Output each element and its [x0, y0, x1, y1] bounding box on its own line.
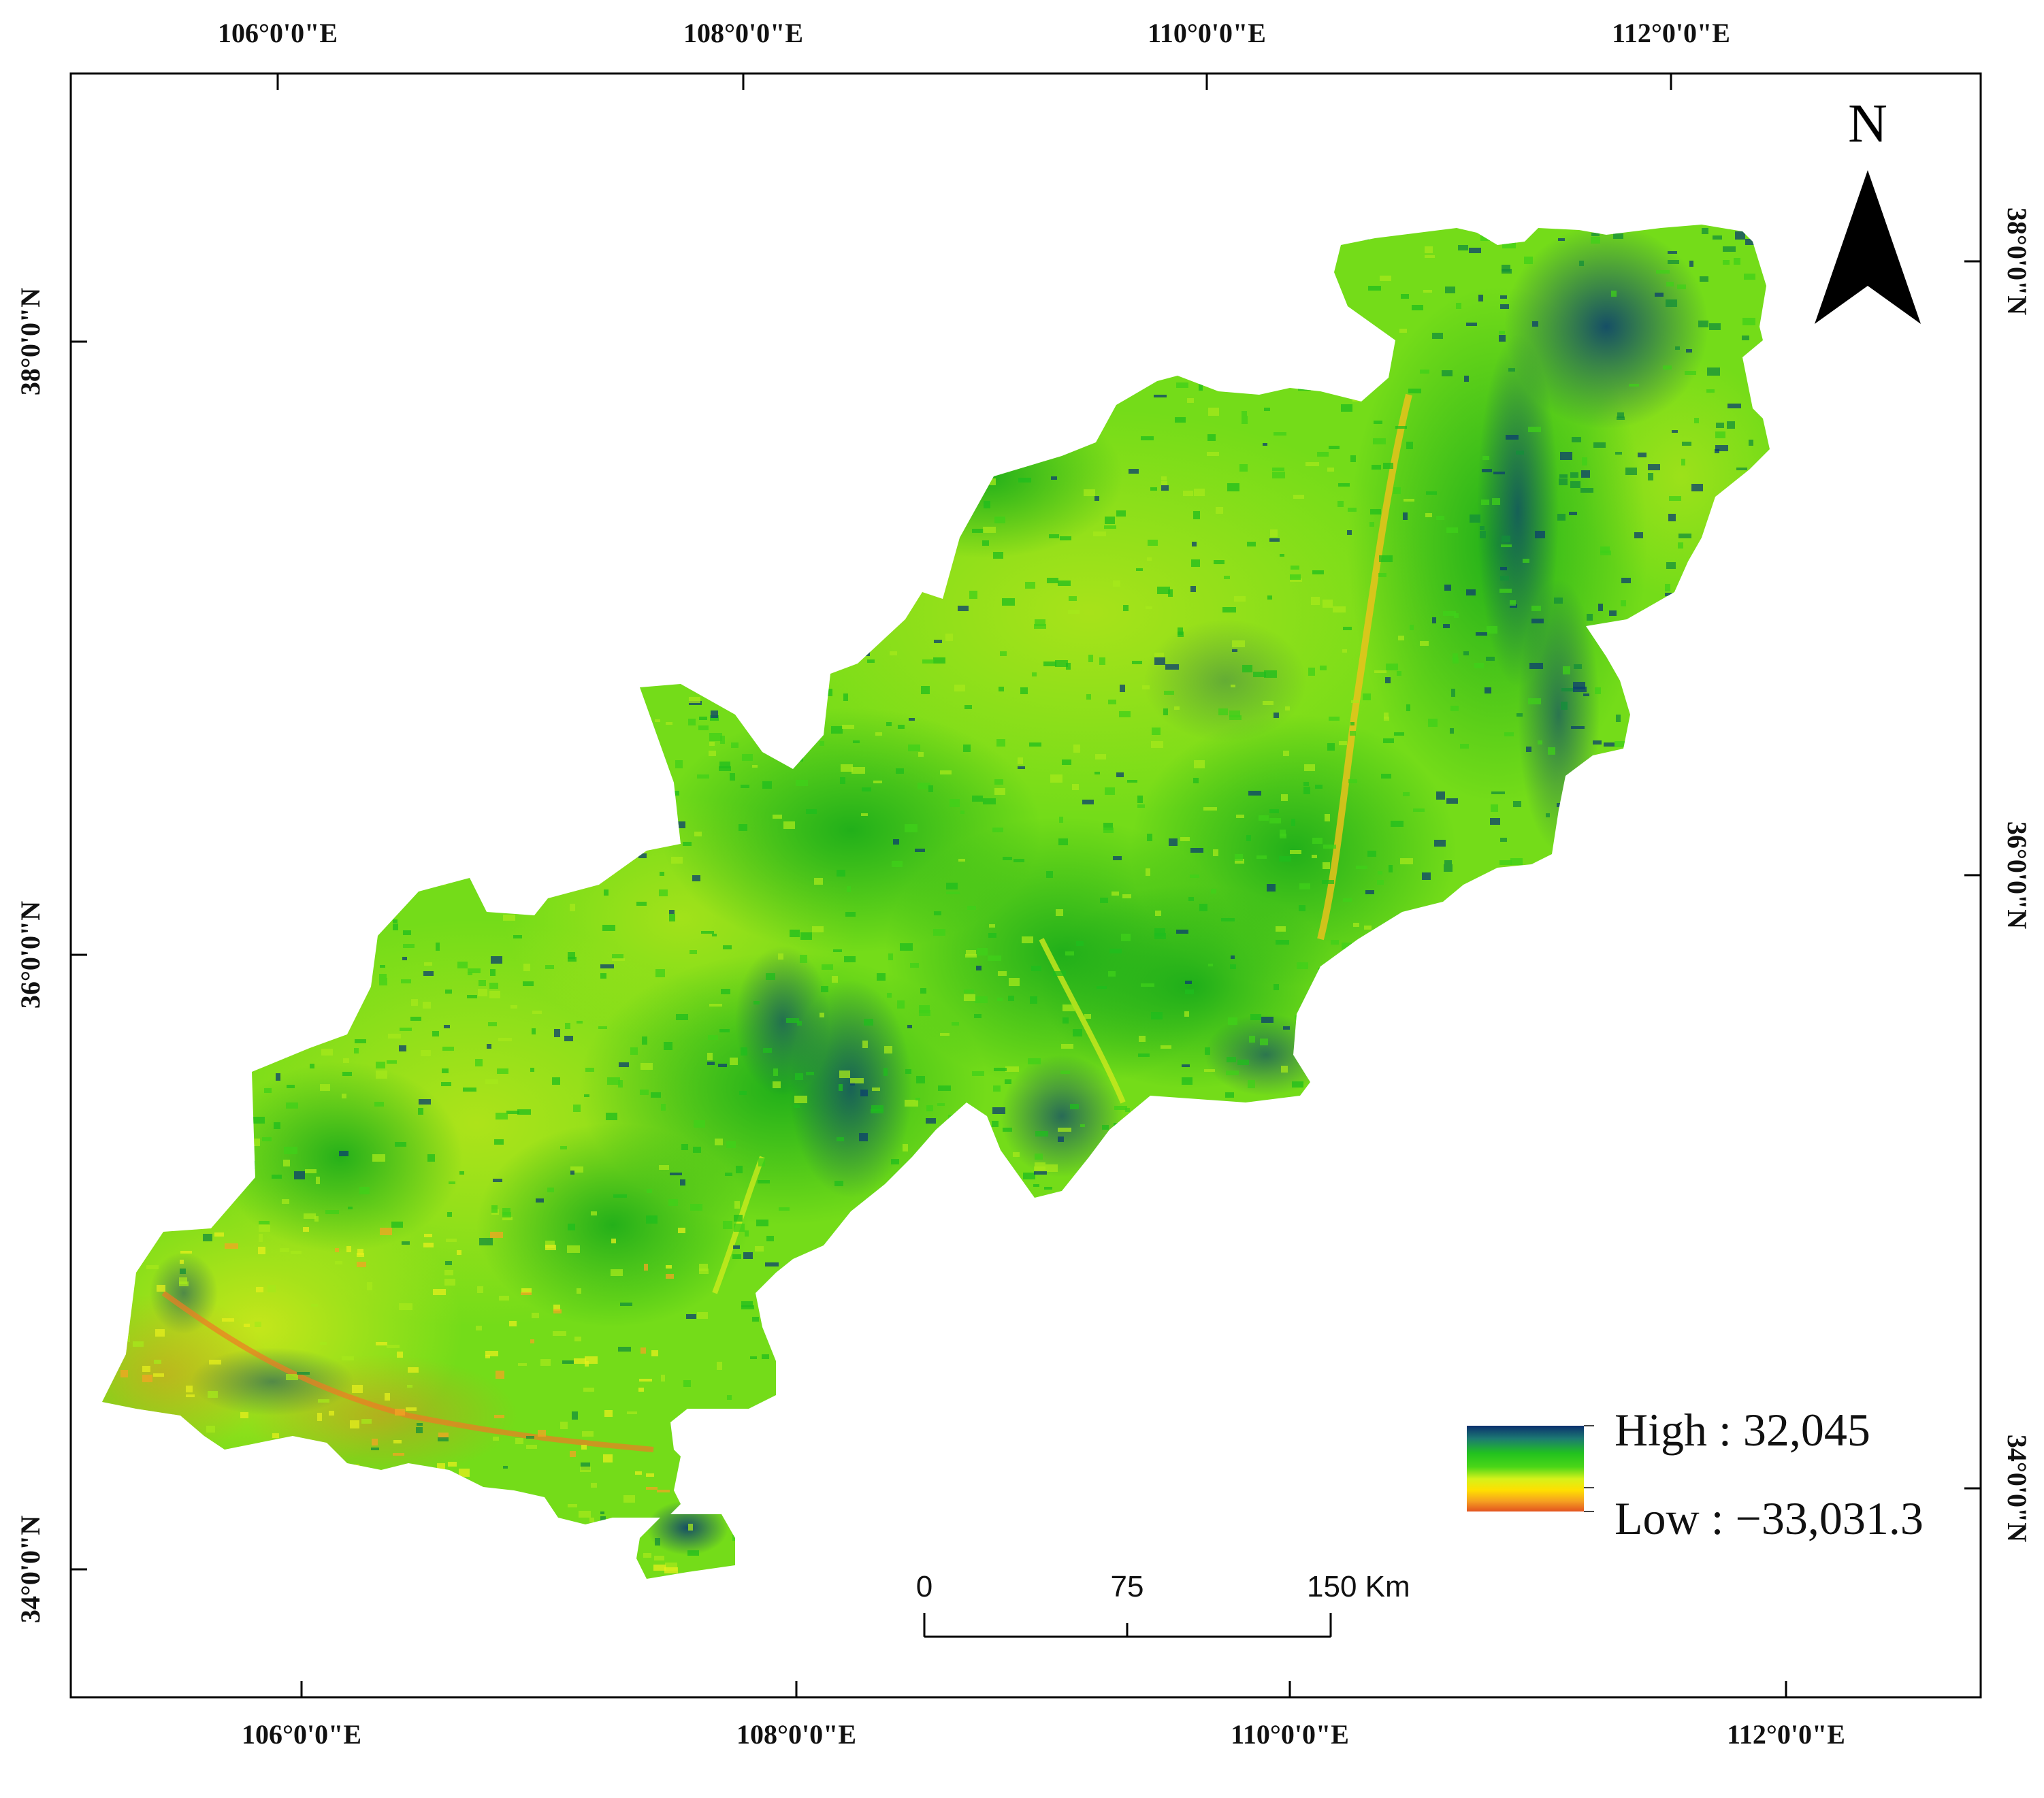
graticule-ticks	[71, 73, 1981, 1697]
north-arrow-icon	[1815, 170, 1921, 324]
bottom-label: 112°0'0"E	[1727, 1719, 1845, 1750]
right-label: 38°0'0"N	[2002, 208, 2032, 315]
right-label: 34°0'0"N	[2002, 1435, 2032, 1542]
top-label: 112°0'0"E	[1612, 18, 1730, 48]
map-frame	[69, 72, 1982, 1699]
right-label: 36°0'0"N	[2002, 821, 2032, 929]
bottom-label: 106°0'0"E	[242, 1719, 361, 1750]
top-label: 108°0'0"E	[683, 18, 803, 48]
left-label: 34°0'0"N	[15, 1516, 46, 1623]
legend-low-label: Low : −33,031.3	[1615, 1492, 1924, 1544]
left-latitude-labels: 38°0'0"N 36°0'0"N 34°0'0"N	[15, 288, 46, 1623]
legend: High : 32,045 Low : −33,031.3	[1467, 1404, 1924, 1544]
left-label: 36°0'0"N	[15, 901, 46, 1009]
study-region	[102, 225, 1770, 1579]
bottom-label: 108°0'0"E	[736, 1719, 856, 1750]
legend-high-label: High : 32,045	[1615, 1404, 1870, 1456]
scale-label-150: 150 Km	[1307, 1570, 1410, 1603]
left-label: 38°0'0"N	[15, 288, 46, 395]
bottom-label: 110°0'0"E	[1231, 1719, 1349, 1750]
right-latitude-labels: 38°0'0"N 36°0'0"N 34°0'0"N	[2002, 208, 2032, 1542]
north-arrow: N	[1815, 94, 1921, 324]
top-label: 110°0'0"E	[1148, 18, 1266, 48]
bottom-longitude-labels: 106°0'0"E 108°0'0"E 110°0'0"E 112°0'0"E	[242, 1719, 1845, 1750]
scale-bar: 0 75 150 Km	[916, 1570, 1410, 1638]
top-longitude-labels: 106°0'0"E 108°0'0"E 110°0'0"E 112°0'0"E	[218, 18, 1730, 48]
scale-label-75: 75	[1111, 1570, 1144, 1603]
scale-label-0: 0	[916, 1570, 932, 1603]
top-label: 106°0'0"E	[218, 18, 338, 48]
legend-color-ramp	[1467, 1426, 1584, 1511]
north-letter: N	[1848, 94, 1887, 154]
